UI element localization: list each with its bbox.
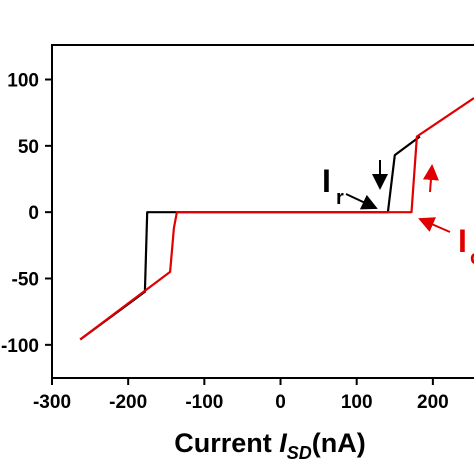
annotation: I bbox=[322, 163, 331, 199]
y-tick-label: 100 bbox=[7, 70, 39, 91]
annotation-sub: c bbox=[470, 247, 474, 269]
x-label-text: Current bbox=[174, 428, 272, 458]
data-line bbox=[79, 135, 421, 341]
x-tick-label: 100 bbox=[341, 392, 373, 413]
x-label-sub: SD bbox=[287, 443, 312, 463]
x-label-unit: (nA) bbox=[312, 428, 366, 458]
annotation: I bbox=[458, 223, 467, 259]
arrow bbox=[345, 193, 378, 210]
x-tick-label: -300 bbox=[33, 392, 71, 413]
data-line bbox=[79, 97, 474, 341]
x-label-var: I bbox=[279, 428, 287, 458]
y-tick-label: 0 bbox=[28, 203, 39, 224]
x-axis-label: Current ISD(nA) bbox=[174, 428, 366, 463]
x-tick-label: -100 bbox=[185, 392, 223, 413]
x-tick-label: -200 bbox=[109, 392, 147, 413]
y-tick-label: -100 bbox=[1, 336, 39, 357]
annotation-sub: r bbox=[336, 187, 344, 209]
plot-area bbox=[79, 97, 474, 341]
x-tick-label: 200 bbox=[417, 392, 449, 413]
y-tick-label: 50 bbox=[18, 137, 39, 158]
arrow bbox=[418, 217, 451, 233]
y-tick-label: -50 bbox=[12, 269, 39, 290]
x-tick-label: 0 bbox=[275, 392, 286, 413]
arrow bbox=[422, 164, 439, 193]
